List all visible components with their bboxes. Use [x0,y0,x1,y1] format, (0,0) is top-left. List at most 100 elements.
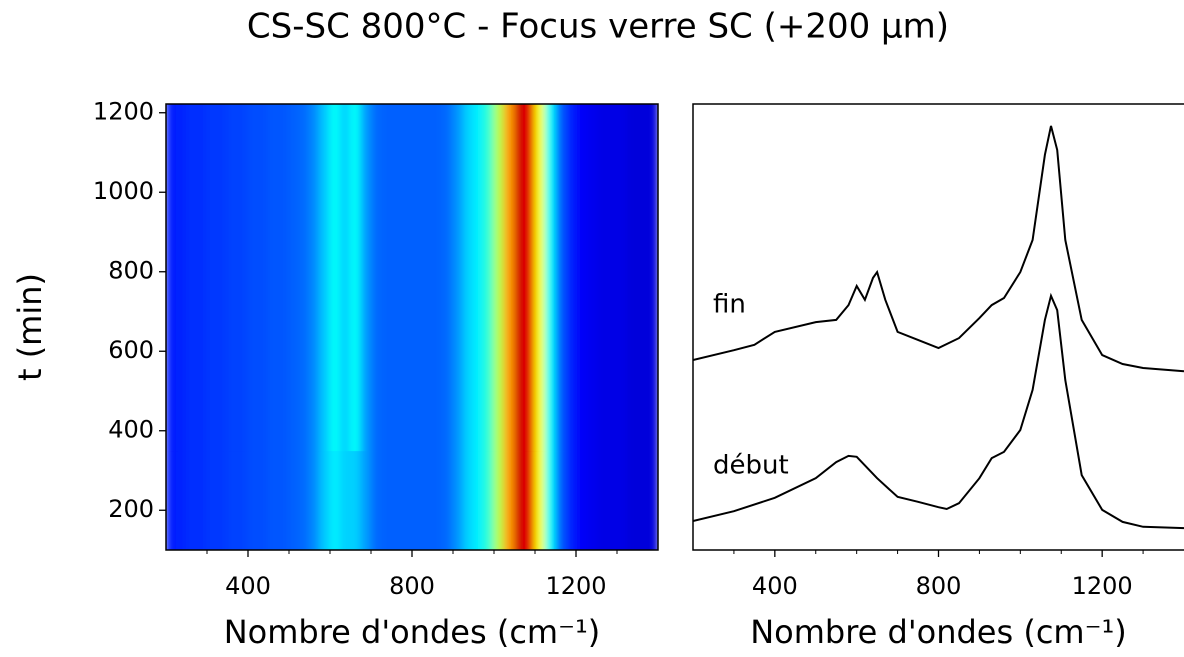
heatmap-cell [288,104,300,452]
heatmap-cell [462,104,474,452]
heatmap-cell [637,450,649,550]
heatmap-cell [411,104,423,452]
heatmap-cell [452,104,464,452]
x-tick-label: 800 [389,572,435,600]
y-tick-label: 800 [108,257,154,285]
x-tick-label: 800 [916,572,962,600]
heatmap-cell [360,104,372,452]
spectrum-line [693,292,1184,530]
heatmap-cell [268,104,280,452]
heatmap-cell [227,450,239,550]
y-tick-label: 400 [108,416,154,444]
plot-area [693,125,1184,530]
heatmap-cell [237,450,249,550]
heatmap-cell [432,450,444,550]
heatmap-cell [421,450,433,550]
heatmap-cell [411,450,423,550]
heatmap-cell [166,104,177,452]
heatmap-cell [534,104,546,452]
heatmap-cell [493,104,505,452]
heatmap-cell [360,450,372,550]
heatmap-cell [288,450,300,550]
heatmap-cell [503,450,515,550]
heatmap-cell [647,104,658,452]
heatmap-cell [196,450,208,550]
heatmap-cell [442,450,454,550]
heatmap-cell [432,104,444,452]
heatmap-cell [380,104,392,452]
heatmap-area [166,104,658,550]
y-tick-label: 600 [108,336,154,364]
heatmap-cell [227,104,239,452]
heatmap-cell [319,450,331,550]
heatmap-cell [319,104,331,452]
heatmap-cell [575,450,587,550]
heatmap-cell [329,450,341,550]
heatmap-cell [196,104,208,452]
heatmap-cell [237,104,249,452]
heatmap-cell [442,104,454,452]
heatmap-cell [524,104,536,452]
heatmap-cell [380,450,392,550]
heatmap-cell [524,450,536,550]
heatmap-cell [606,104,618,452]
heatmap-cell [616,450,628,550]
heatmap-cell [514,104,526,452]
heatmap-cell [186,450,198,550]
heatmap-cell [339,450,351,550]
x-axis-label: Nombre d'ondes (cm⁻¹) [224,613,601,651]
heatmap-cell [175,450,187,550]
heatmap-cell [391,450,403,550]
heatmap-cell [309,104,321,452]
heatmap-cell [483,104,495,452]
heatmap-cell [206,450,218,550]
heatmap-cell [278,104,290,452]
x-axis-label: Nombre d'ondes (cm⁻¹) [750,613,1127,651]
axes-frame [692,103,1184,551]
heatmap-cell [565,104,577,452]
y-axis-label: t (min) [11,273,49,381]
heatmap-cell [298,104,310,452]
heatmap-cell [391,104,403,452]
heatmap-cell [565,450,577,550]
heatmap-cell [616,104,628,452]
heatmap-cell [626,450,638,550]
heatmap-cell [298,450,310,550]
heatmap-cell [247,450,259,550]
heatmap-cell [350,450,362,550]
heatmap-cell [206,104,218,452]
heatmap-cell [555,104,567,452]
heatmap-cell [585,450,597,550]
heatmap-cell [257,450,269,550]
heatmap-cell [555,450,567,550]
heatmap-cell [257,104,269,452]
x-tick-label: 400 [225,572,271,600]
heatmap-cell [596,104,608,452]
heatmap-cell [637,104,649,452]
series-label: fin [713,290,746,320]
heatmap-cell [647,450,658,550]
y-tick-label: 1000 [93,177,154,205]
heatmap-cell [309,450,321,550]
y-tick-label: 1200 [93,98,154,126]
heatmap-cell [626,104,638,452]
heatmap-cell [166,450,177,550]
heatmap-cell [596,450,608,550]
heatmap-cell [452,450,464,550]
heatmap-cell [544,450,556,550]
heatmap-cell [493,450,505,550]
series-label: début [713,451,789,481]
heatmap-cell [339,104,351,452]
heatmap-cell [370,104,382,452]
heatmap-cell [401,104,413,452]
heatmap-cell [534,450,546,550]
heatmap-cells [166,104,658,550]
y-tick-label: 200 [108,495,154,523]
heatmap-cell [216,450,228,550]
heatmap-cell [503,104,515,452]
heatmap-cell [544,104,556,452]
heatmap-cell [247,104,259,452]
heatmap-cell [606,450,618,550]
heatmap-cell [421,104,433,452]
